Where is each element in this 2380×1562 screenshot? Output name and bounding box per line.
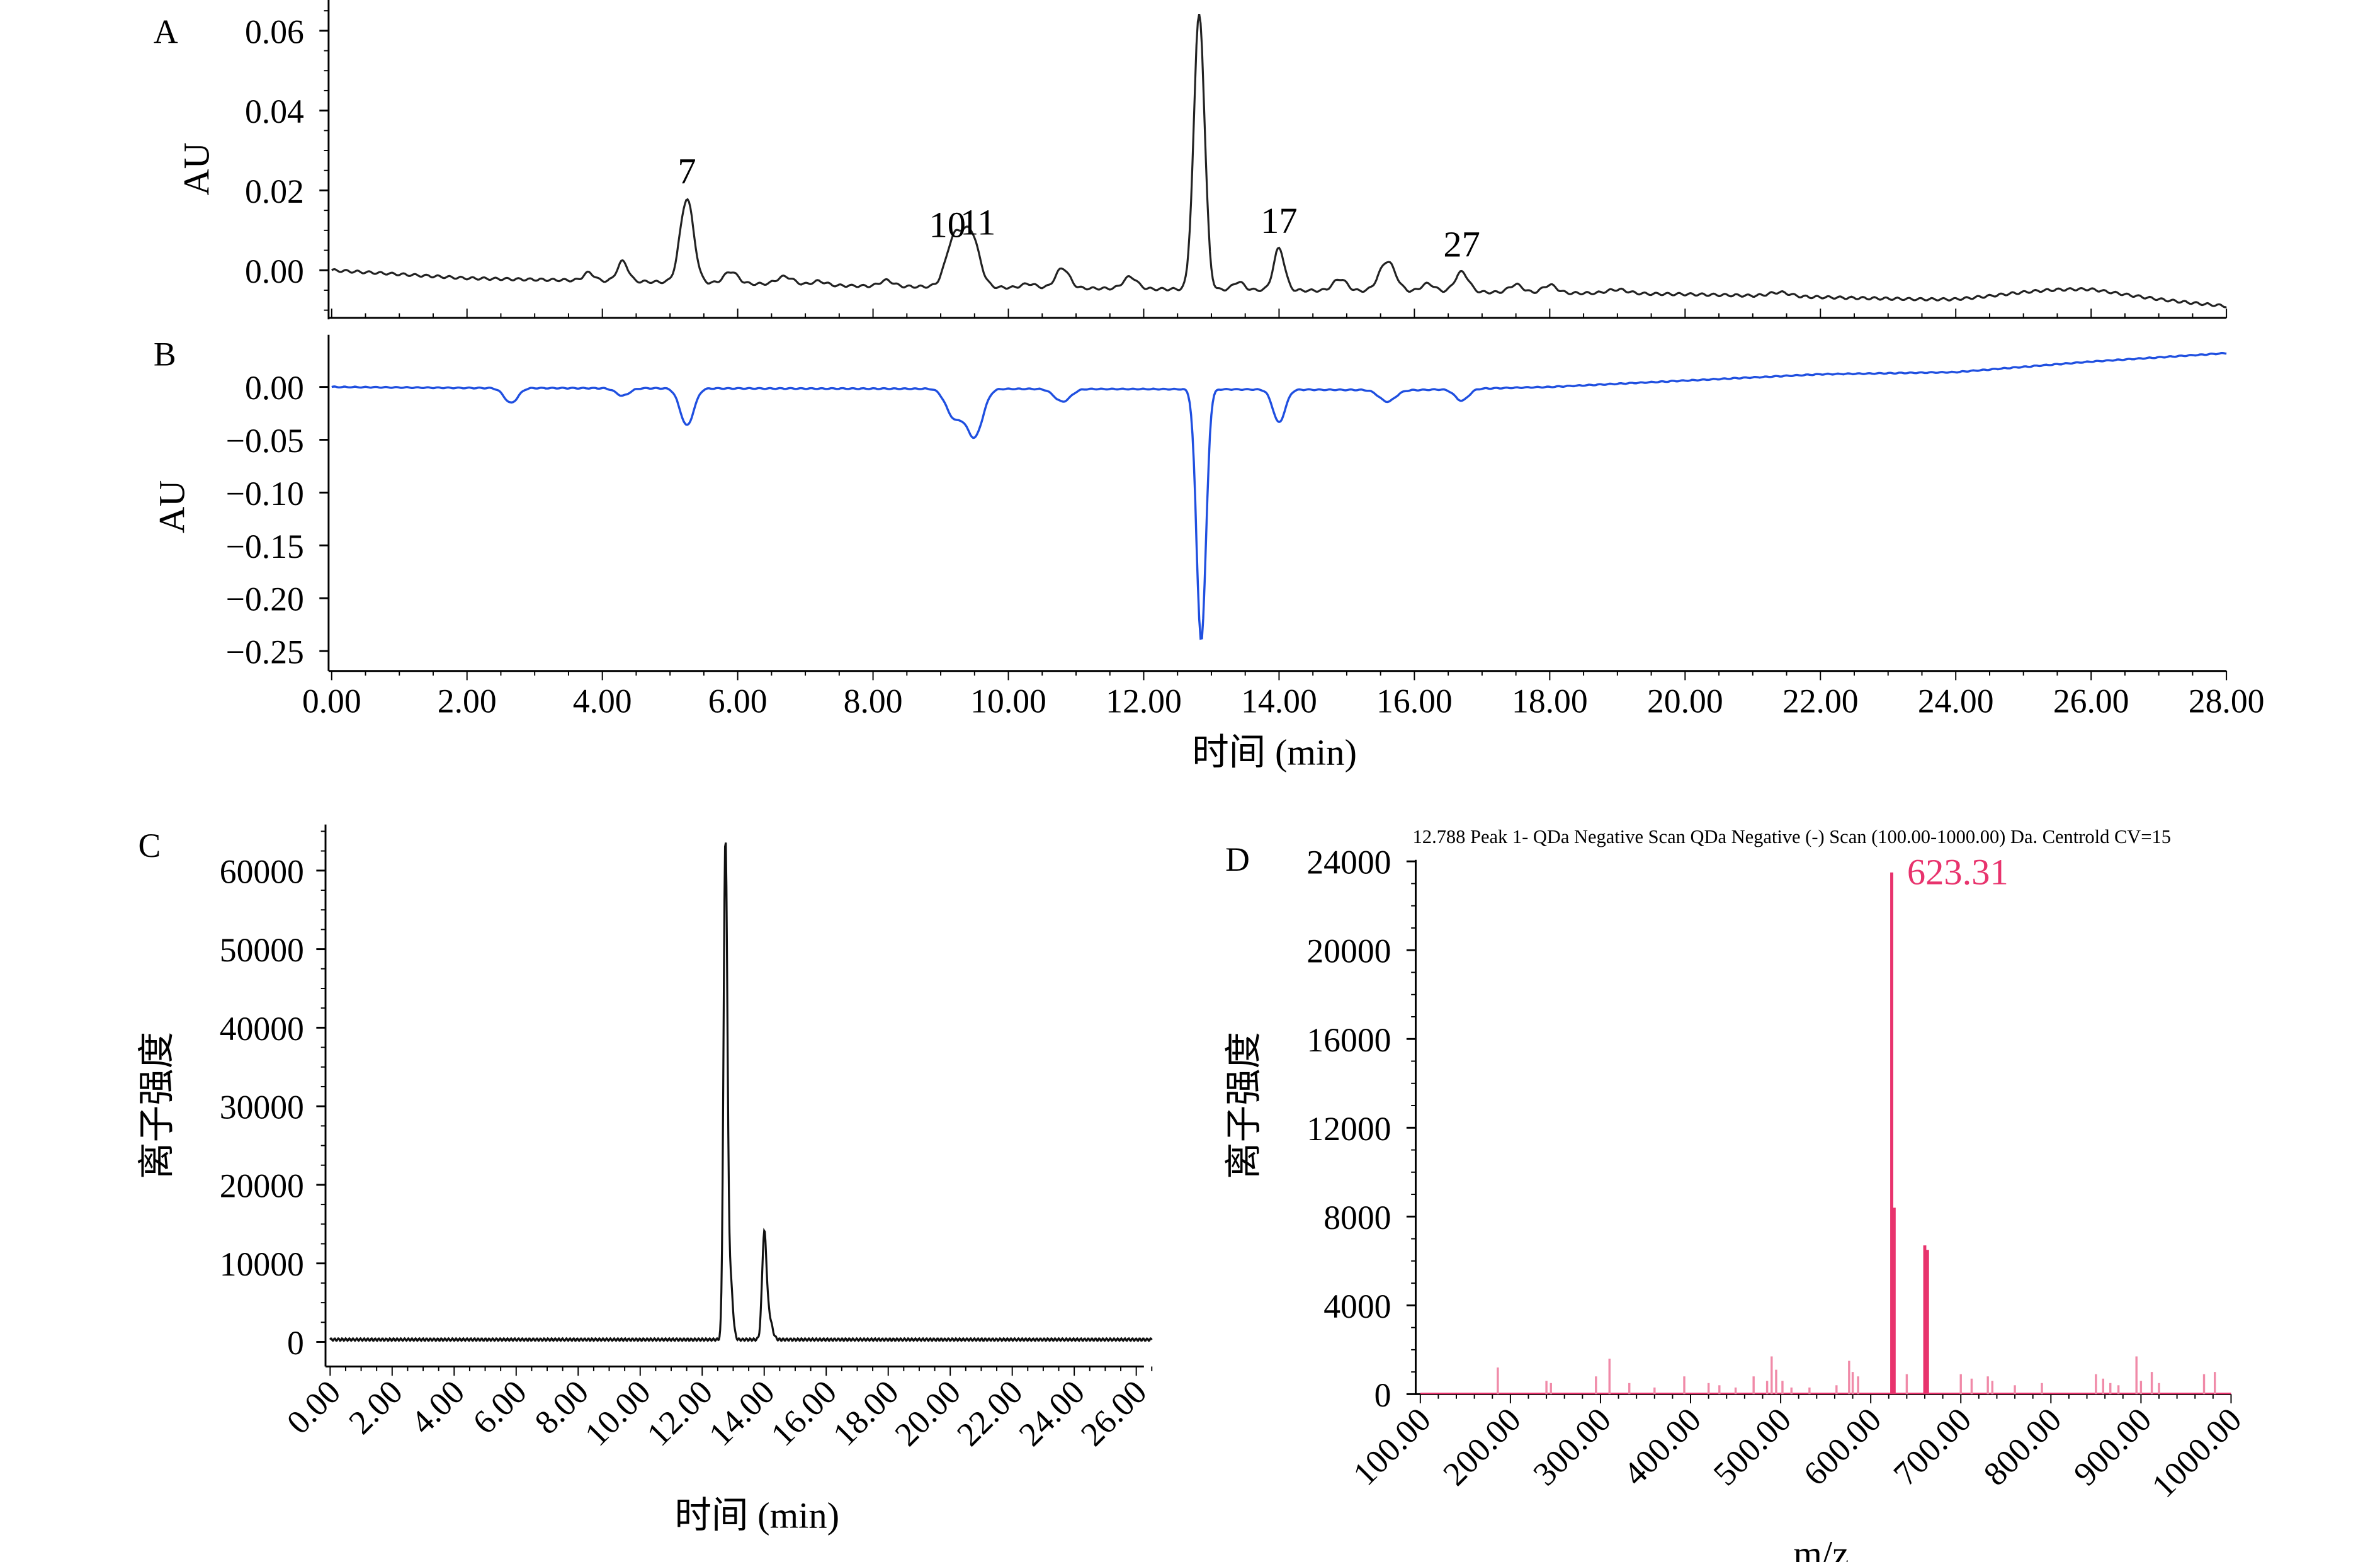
panel-b-x-tick-label: 14.00 xyxy=(1241,682,1317,720)
panel-c-x-tick-label: 2.00 xyxy=(341,1372,410,1441)
peak-label: 27 xyxy=(1443,224,1480,265)
panel-b-x-tick-label: 6.00 xyxy=(708,682,768,720)
panel-c-x-tick-label: 22.00 xyxy=(949,1372,1030,1453)
panel-b-x-tick-label: 26.00 xyxy=(2053,682,2129,720)
panel-d-x-tick-label: 1000.00 xyxy=(2145,1400,2249,1505)
panel-b-x-label: 时间 (min) xyxy=(1192,732,1357,773)
panel-letter-d: D xyxy=(1225,840,1250,878)
panel-d-y-label: 离子强度 xyxy=(1223,1032,1264,1179)
panel-c-x-label: 时间 (min) xyxy=(674,1495,839,1536)
panel-c-x-tick-label: 20.00 xyxy=(887,1372,968,1453)
panel-d-y-tick-label: 12000 xyxy=(1306,1110,1391,1148)
panel-d-x-tick-label: 300.00 xyxy=(1526,1400,1618,1493)
panel-d-x-tick-label: 200.00 xyxy=(1436,1400,1528,1493)
panel-d-x-tick-label: 500.00 xyxy=(1706,1400,1798,1493)
panel-b-y-tick-label: −0.10 xyxy=(226,475,304,512)
panel-c-y-tick-label: 20000 xyxy=(220,1167,304,1204)
panel-c-y-label: 离子强度 xyxy=(136,1032,177,1179)
panel-d-y-tick-label: 20000 xyxy=(1306,932,1391,970)
peak-label: 11 xyxy=(960,202,995,243)
panel-c-y-tick-label: 60000 xyxy=(220,852,304,890)
peak-label: 7 xyxy=(677,150,696,191)
panel-a-y-tick-label: 0.04 xyxy=(245,93,304,130)
panel-b-trace xyxy=(331,352,2227,640)
panel-d-y-tick-label: 8000 xyxy=(1323,1199,1391,1237)
panel-a-y-tick-label: 0.06 xyxy=(245,13,304,50)
panel-c-x-tick-label: 0.00 xyxy=(280,1372,348,1441)
panel-d-x-tick-label: 700.00 xyxy=(1886,1400,1978,1493)
panel-d-x-tick-label: 800.00 xyxy=(1976,1400,2069,1493)
panel-d-y-tick-label: 4000 xyxy=(1323,1288,1391,1325)
panel-a-y-label: AU xyxy=(176,142,217,196)
panel-d-y-tick-label: 0 xyxy=(1374,1376,1391,1414)
peak-label: 16 xyxy=(1181,0,1218,7)
panel-c-y-tick-label: 0 xyxy=(287,1324,304,1362)
panel-c-x-tick-label: 26.00 xyxy=(1074,1372,1154,1453)
panel-c-y-tick-label: 30000 xyxy=(220,1089,304,1126)
panel-c-trace xyxy=(329,842,1153,1342)
panel-c-y-tick-label: 10000 xyxy=(220,1245,304,1283)
peak-label: 17 xyxy=(1261,200,1298,241)
panel-c-x-tick-label: 18.00 xyxy=(825,1372,906,1453)
panel-b-y-tick-label: −0.20 xyxy=(226,580,304,618)
panel-a-y-tick-label: 0.02 xyxy=(245,173,304,210)
panel-b-y-tick-label: −0.25 xyxy=(226,633,304,671)
panel-d-x-tick-label: 400.00 xyxy=(1616,1400,1708,1493)
panel-b-x-tick-label: 2.00 xyxy=(438,682,497,720)
panel-b-x-tick-label: 18.00 xyxy=(1512,682,1588,720)
base-peak-label: 623.31 xyxy=(1907,852,2009,893)
panel-a-y-tick-label: 0.00 xyxy=(245,252,304,290)
panel-b-x-tick-label: 28.00 xyxy=(2189,682,2265,720)
panel-b-y-tick-label: 0.00 xyxy=(245,369,304,407)
panel-d-x-tick-label: 100.00 xyxy=(1346,1400,1438,1493)
panel-d-x-label: m/z xyxy=(1793,1534,1849,1562)
panel-c-x-tick-label: 10.00 xyxy=(577,1372,658,1453)
panel-d-x-tick-label: 600.00 xyxy=(1796,1400,1888,1493)
panel-a-trace xyxy=(331,13,2227,308)
panel-b-y-label: AU xyxy=(152,480,193,534)
panel-letter-b: B xyxy=(154,335,176,373)
panel-c-y-tick-label: 50000 xyxy=(220,931,304,969)
panel-b-x-tick-label: 24.00 xyxy=(1918,682,1994,720)
panel-b-x-tick-label: 8.00 xyxy=(844,682,903,720)
panel-d-title: 12.788 Peak 1- QDa Negative Scan QDa Neg… xyxy=(1413,826,2171,847)
panel-c-x-tick-label: 4.00 xyxy=(403,1372,472,1441)
panel-c-x-tick-label: 12.00 xyxy=(639,1372,720,1453)
panel-c-x-tick-label: 16.00 xyxy=(763,1372,844,1453)
panel-b-x-tick-label: 0.00 xyxy=(302,682,361,720)
panel-c-x-tick-label: 24.00 xyxy=(1011,1372,1092,1453)
panel-b-x-tick-label: 16.00 xyxy=(1376,682,1453,720)
panel-b-x-tick-label: 12.00 xyxy=(1106,682,1182,720)
panel-c-y-tick-label: 40000 xyxy=(220,1010,304,1048)
panel-d-y-tick-label: 16000 xyxy=(1306,1021,1391,1059)
panel-b-y-tick-label: −0.05 xyxy=(226,422,304,460)
panel-letter-c: C xyxy=(138,827,161,864)
panel-b-x-tick-label: 20.00 xyxy=(1647,682,1723,720)
panel-c-x-tick-label: 6.00 xyxy=(465,1372,534,1441)
panel-b-x-tick-label: 4.00 xyxy=(573,682,632,720)
panel-d-y-tick-label: 24000 xyxy=(1306,844,1391,881)
panel-c-x-tick-label: 14.00 xyxy=(701,1372,782,1453)
panel-b-x-tick-label: 10.00 xyxy=(970,682,1046,720)
peak-label: 10 xyxy=(929,204,966,245)
panel-letter-a: A xyxy=(154,13,178,50)
panel-b-y-tick-label: −0.15 xyxy=(226,528,304,565)
panel-b-x-tick-label: 22.00 xyxy=(1782,682,1859,720)
